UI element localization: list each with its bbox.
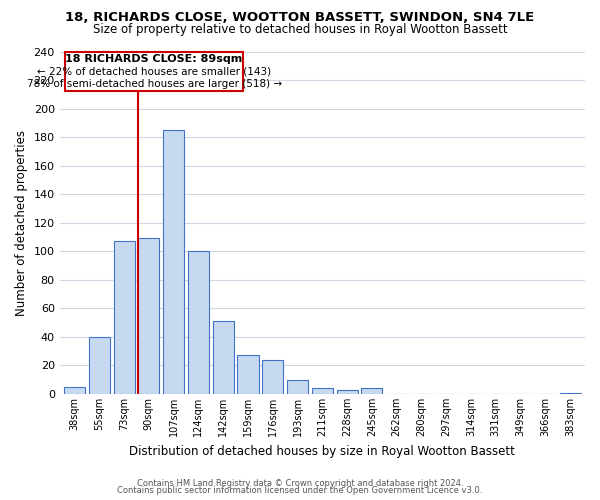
Bar <box>163 130 184 394</box>
Bar <box>262 360 283 394</box>
Text: 78% of semi-detached houses are larger (518) →: 78% of semi-detached houses are larger (… <box>26 78 281 88</box>
X-axis label: Distribution of detached houses by size in Royal Wootton Bassett: Distribution of detached houses by size … <box>130 444 515 458</box>
Bar <box>560 392 581 394</box>
Bar <box>212 321 234 394</box>
Bar <box>312 388 333 394</box>
Text: ← 22% of detached houses are smaller (143): ← 22% of detached houses are smaller (14… <box>37 66 271 76</box>
Bar <box>337 390 358 394</box>
FancyBboxPatch shape <box>65 52 243 92</box>
Bar <box>139 238 160 394</box>
Text: Contains public sector information licensed under the Open Government Licence v3: Contains public sector information licen… <box>118 486 482 495</box>
Bar <box>113 242 134 394</box>
Bar <box>64 387 85 394</box>
Text: 18 RICHARDS CLOSE: 89sqm: 18 RICHARDS CLOSE: 89sqm <box>65 54 243 64</box>
Y-axis label: Number of detached properties: Number of detached properties <box>15 130 28 316</box>
Text: Contains HM Land Registry data © Crown copyright and database right 2024.: Contains HM Land Registry data © Crown c… <box>137 478 463 488</box>
Bar <box>238 356 259 394</box>
Bar <box>361 388 382 394</box>
Text: Size of property relative to detached houses in Royal Wootton Bassett: Size of property relative to detached ho… <box>92 22 508 36</box>
Bar <box>89 337 110 394</box>
Bar <box>188 252 209 394</box>
Bar <box>287 380 308 394</box>
Text: 18, RICHARDS CLOSE, WOOTTON BASSETT, SWINDON, SN4 7LE: 18, RICHARDS CLOSE, WOOTTON BASSETT, SWI… <box>65 11 535 24</box>
